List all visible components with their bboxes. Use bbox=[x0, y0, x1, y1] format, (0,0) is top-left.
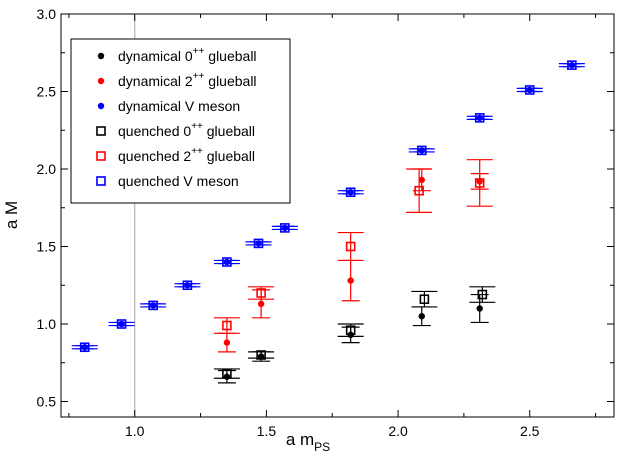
y-tick-label: 3.0 bbox=[37, 6, 57, 22]
series-1 bbox=[217, 293, 489, 384]
data-point bbox=[222, 320, 232, 331]
data-point bbox=[280, 223, 290, 233]
legend-marker bbox=[96, 176, 106, 186]
data-point bbox=[223, 339, 231, 346]
data-point bbox=[256, 288, 266, 298]
legend-box bbox=[70, 38, 291, 204]
legend-label: quenched V meson bbox=[118, 173, 239, 189]
data-point bbox=[148, 300, 158, 311]
data-point bbox=[182, 280, 193, 291]
legend-marker bbox=[97, 102, 105, 110]
y-tick-label: 0.5 bbox=[37, 394, 57, 410]
x-tick-label: 2.5 bbox=[520, 423, 540, 439]
data-point bbox=[345, 187, 356, 198]
legend-marker bbox=[96, 151, 106, 161]
data-point bbox=[345, 241, 356, 252]
data-point bbox=[477, 289, 488, 300]
y-axis-title: a M bbox=[2, 201, 21, 229]
x-axis-title: a mPS bbox=[286, 430, 330, 454]
data-point bbox=[476, 305, 483, 312]
legend-marker bbox=[97, 77, 105, 85]
data-point bbox=[256, 350, 266, 360]
series-6 bbox=[71, 60, 585, 353]
legend-label: dynamical 0++ glueball bbox=[118, 46, 257, 64]
data-point bbox=[474, 113, 485, 123]
data-point bbox=[222, 257, 232, 267]
legend-label: quenched 2++ glueball bbox=[118, 146, 255, 164]
legend-label: dynamical 2++ glueball bbox=[118, 71, 257, 89]
plot-frame bbox=[60, 13, 615, 418]
data-point bbox=[416, 145, 427, 156]
data-point bbox=[524, 85, 535, 95]
data-point bbox=[116, 319, 127, 329]
axis-ticks: 1.0 1.5 2.0 2.5 0.5 1.0 1.5 2.0 2.5 3.0 bbox=[37, 6, 614, 439]
series-5 bbox=[213, 159, 493, 334]
series-4 bbox=[213, 286, 496, 379]
y-tick-label: 2.5 bbox=[37, 84, 57, 100]
data-point bbox=[345, 325, 356, 336]
data-layer bbox=[71, 60, 585, 384]
legend: dynamical 0++ glueball dynamical 2++ glue… bbox=[70, 38, 291, 204]
data-point bbox=[418, 313, 425, 320]
data-point bbox=[79, 342, 90, 353]
data-point bbox=[257, 300, 265, 308]
data-point bbox=[474, 178, 485, 188]
data-point bbox=[567, 60, 577, 70]
x-axis-title-subscript: PS bbox=[314, 440, 330, 454]
legend-label: quenched 0++ glueball bbox=[118, 121, 255, 139]
data-point bbox=[418, 176, 425, 184]
data-point bbox=[419, 294, 430, 305]
x-tick-label: 2.0 bbox=[388, 423, 408, 439]
x-tick-label: 1.5 bbox=[257, 423, 277, 439]
legend-marker bbox=[97, 52, 105, 60]
legend-marker bbox=[96, 126, 106, 136]
data-point bbox=[347, 277, 354, 284]
y-tick-label: 1.5 bbox=[37, 239, 57, 255]
data-point bbox=[222, 368, 232, 379]
legend-label: dynamical V meson bbox=[118, 98, 240, 114]
data-point bbox=[414, 185, 424, 196]
data-point bbox=[253, 238, 264, 249]
y-tick-label: 1.0 bbox=[37, 316, 57, 332]
y-tick-label: 2.0 bbox=[37, 161, 57, 177]
x-tick-label: 1.0 bbox=[125, 423, 145, 439]
